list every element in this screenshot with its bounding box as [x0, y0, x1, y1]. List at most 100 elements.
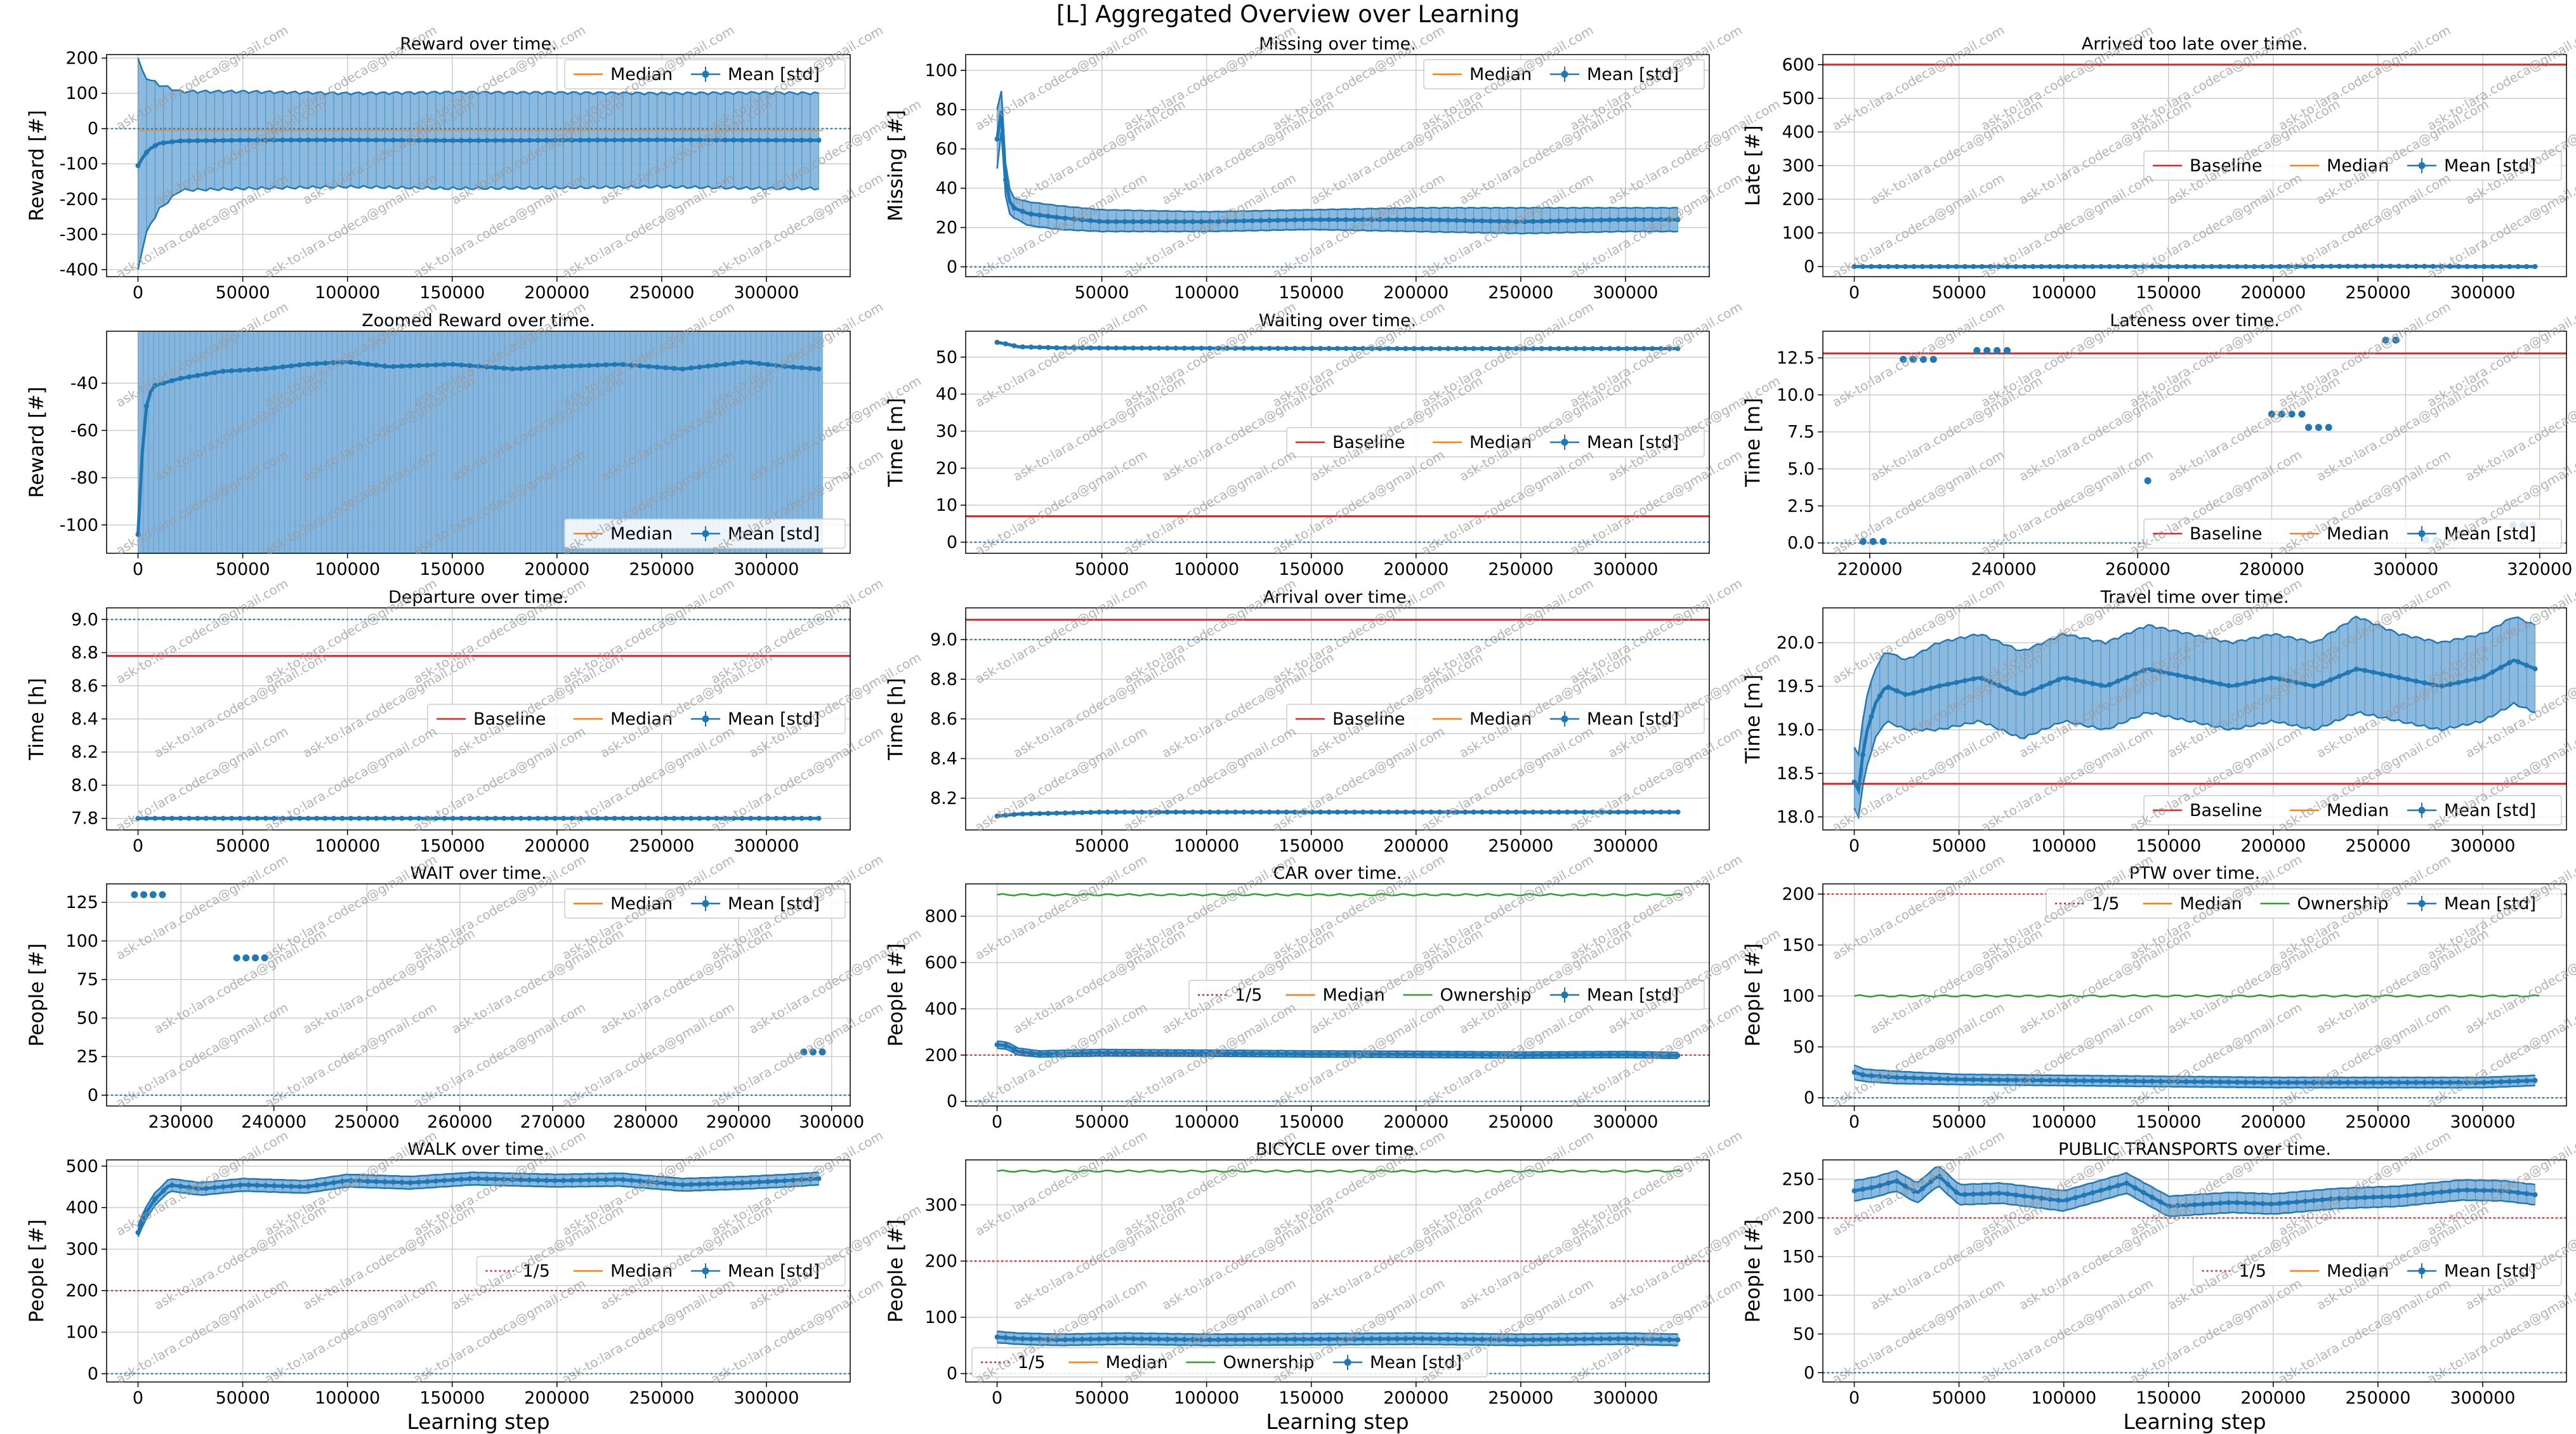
watermark-text: ask-to:lara.codeca@gmail.com — [1830, 299, 2008, 410]
mean-point — [1988, 679, 1994, 685]
mean-point — [1011, 205, 1017, 211]
mean-point — [374, 815, 379, 821]
y-tick-label: 100 — [65, 84, 98, 103]
mean-point — [808, 1176, 813, 1182]
mean-point — [2388, 1080, 2393, 1086]
legend-label: Baseline — [1332, 709, 1405, 729]
mean-point — [629, 815, 634, 821]
watermark-text: ask-to:lara.codeca@gmail.com — [1011, 926, 1188, 1037]
mean-point — [1573, 1052, 1579, 1058]
mean-point — [416, 815, 422, 821]
y-tick-label: 300 — [65, 1240, 98, 1260]
y-tick-label: 60 — [936, 140, 957, 159]
mean-point — [2021, 264, 2027, 270]
mean-point — [1122, 1050, 1127, 1056]
mean-point — [1911, 1075, 1917, 1081]
y-tick-label: 0 — [947, 258, 957, 277]
subplot-title: Departure over time. — [388, 588, 568, 607]
y-tick-label: 500 — [1782, 89, 1815, 109]
x-tick-label: 0 — [133, 1388, 143, 1408]
mean-point — [1573, 346, 1579, 352]
mean-point — [1275, 1336, 1281, 1342]
mean-point — [1436, 217, 1442, 223]
mean-point — [1590, 1336, 1596, 1342]
mean-point — [637, 1178, 643, 1184]
mean-point — [220, 138, 226, 143]
mean-point — [2013, 1077, 2019, 1083]
mean-point — [1910, 355, 1917, 363]
x-tick-label: 300000 — [2450, 1112, 2515, 1132]
x-tick-label: 50000 — [216, 283, 270, 303]
mean-point — [2438, 683, 2444, 689]
mean-point — [1224, 1337, 1230, 1343]
mean-point — [2473, 264, 2478, 270]
x-tick-label: 100000 — [2031, 836, 2096, 856]
x-tick-label: 50000 — [216, 836, 270, 856]
x-tick-label: 250000 — [2345, 1112, 2410, 1132]
mean-point — [2277, 1080, 2283, 1086]
mean-point — [629, 137, 634, 143]
mean-point — [186, 1185, 192, 1190]
mean-point — [1309, 1336, 1315, 1342]
x-tick-label: 250000 — [2345, 283, 2410, 303]
legend: Median Mean [std] — [1423, 59, 1705, 89]
mean-point — [1624, 346, 1630, 352]
y-tick-label: 40 — [936, 179, 957, 199]
mean-point — [1496, 218, 1502, 224]
x-tick-label: 260000 — [427, 1112, 492, 1132]
x-tick-label: 0 — [133, 283, 143, 303]
mean-point — [1249, 1337, 1255, 1343]
mean-point — [1199, 1050, 1204, 1056]
mean-point — [1522, 1052, 1528, 1058]
mean-point — [2288, 411, 2296, 418]
mean-point — [1131, 345, 1136, 351]
mean-point — [544, 138, 549, 143]
mean-point — [2353, 666, 2359, 672]
mean-point — [1590, 809, 1596, 815]
mean-point — [1624, 1336, 1630, 1341]
legend: 1/5 Median Ownership Mean [std] — [2046, 888, 2562, 919]
mean-point — [1045, 1337, 1051, 1343]
mean-point — [2311, 1080, 2316, 1086]
y-tick-label: 80 — [936, 100, 957, 120]
mean-point — [680, 1182, 685, 1188]
mean-point — [161, 815, 166, 821]
mean-point — [348, 1178, 353, 1183]
mean-point — [2243, 1079, 2249, 1085]
mean-point — [1249, 809, 1255, 815]
x-tick-label: 200000 — [524, 1388, 589, 1408]
mean-point — [1565, 1336, 1570, 1342]
x-tick-label: 0 — [1849, 1388, 1860, 1408]
mean-point — [1351, 1336, 1357, 1342]
mean-point — [1851, 779, 1857, 785]
axes-frame — [1822, 1159, 2567, 1383]
mean-point — [203, 371, 209, 377]
watermark-text: ask-to:lara.codeca@gmail.com — [1457, 1202, 1634, 1313]
mean-point — [1122, 345, 1127, 351]
mean-point — [1428, 1336, 1434, 1342]
mean-point — [2098, 1078, 2104, 1084]
x-tick-label: 250000 — [629, 560, 694, 579]
watermark-text: ask-to:lara.codeca@gmail.com — [114, 852, 291, 963]
mean-point — [739, 359, 745, 365]
mean-point — [2303, 263, 2308, 269]
mean-point — [1241, 345, 1247, 351]
mean-point — [1548, 809, 1553, 815]
mean-point — [2353, 263, 2359, 269]
mean-point — [1454, 809, 1459, 815]
x-tick-label: 150000 — [1278, 1112, 1344, 1132]
y-tick-label: -200 — [60, 190, 98, 209]
mean-point — [1581, 1052, 1587, 1058]
mean-point — [782, 815, 787, 821]
ticks: 0 50000 100000 150000 200000 250000 30000018.0… — [1777, 633, 2516, 856]
mean-point — [2524, 264, 2530, 270]
mean-point — [1979, 676, 1985, 681]
mean-point — [433, 138, 438, 143]
x-tick-label: 240000 — [241, 1112, 306, 1132]
mean-point — [322, 360, 328, 366]
mean-point — [2345, 263, 2351, 269]
watermark-text: ask-to:lara.codeca@gmail.com — [1830, 1275, 2008, 1386]
mean-point — [1979, 1077, 1985, 1082]
mean-point — [2328, 1196, 2334, 1202]
mean-point — [1462, 809, 1468, 815]
